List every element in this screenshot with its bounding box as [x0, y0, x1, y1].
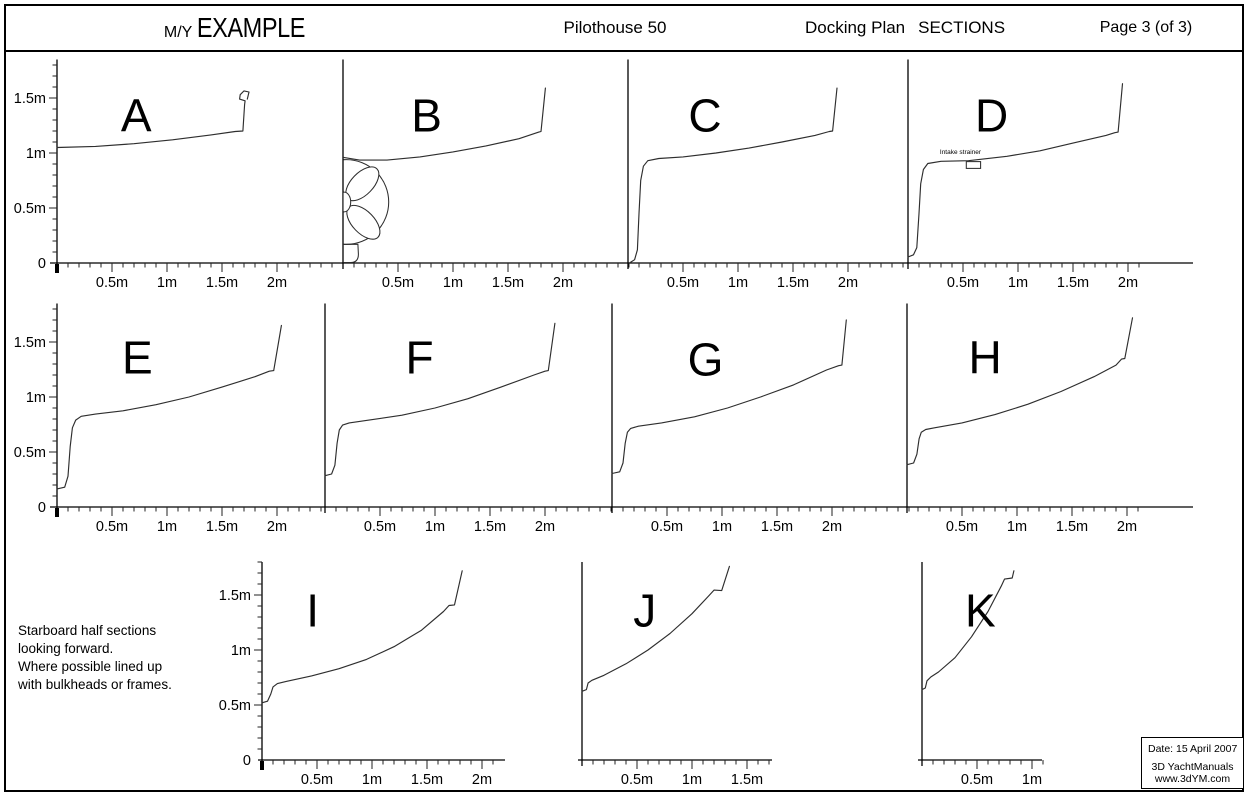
model-name: Pilothouse 50: [563, 18, 667, 37]
vessel-title: EXAMPLE: [197, 12, 306, 43]
note-text: Starboard half sections looking forward.…: [18, 622, 172, 694]
sheet-name-label: SECTIONS: [918, 18, 1006, 37]
vessel-prefix: M/Y: [163, 24, 193, 41]
date-box: Date: 15 April 2007 3D YachtManuals www.…: [1141, 737, 1244, 789]
document-type: Docking Plan SECTIONS: [805, 18, 1005, 38]
note-line: Starboard half sections: [18, 623, 157, 638]
note-line: looking forward.: [18, 641, 114, 656]
website-label: www.3dYM.com: [1154, 773, 1231, 785]
sheet-frame: M/Y EXAMPLE Pilothouse 50 Docking Plan SEC…: [4, 4, 1244, 792]
note-line: with bulkheads or frames.: [18, 677, 172, 692]
vessel-name: M/Y EXAMPLE: [164, 12, 326, 44]
title-bar: M/Y EXAMPLE Pilothouse 50 Docking Plan SEC…: [6, 6, 1242, 52]
date-label: Date: 15 April 2007: [1148, 743, 1238, 755]
note-line: Where possible lined up: [18, 659, 163, 674]
page-number: Page 3 (of 3): [1099, 19, 1193, 36]
doc-type-label: Docking Plan: [804, 18, 906, 37]
company-label: 3D YachtManuals: [1151, 761, 1234, 773]
